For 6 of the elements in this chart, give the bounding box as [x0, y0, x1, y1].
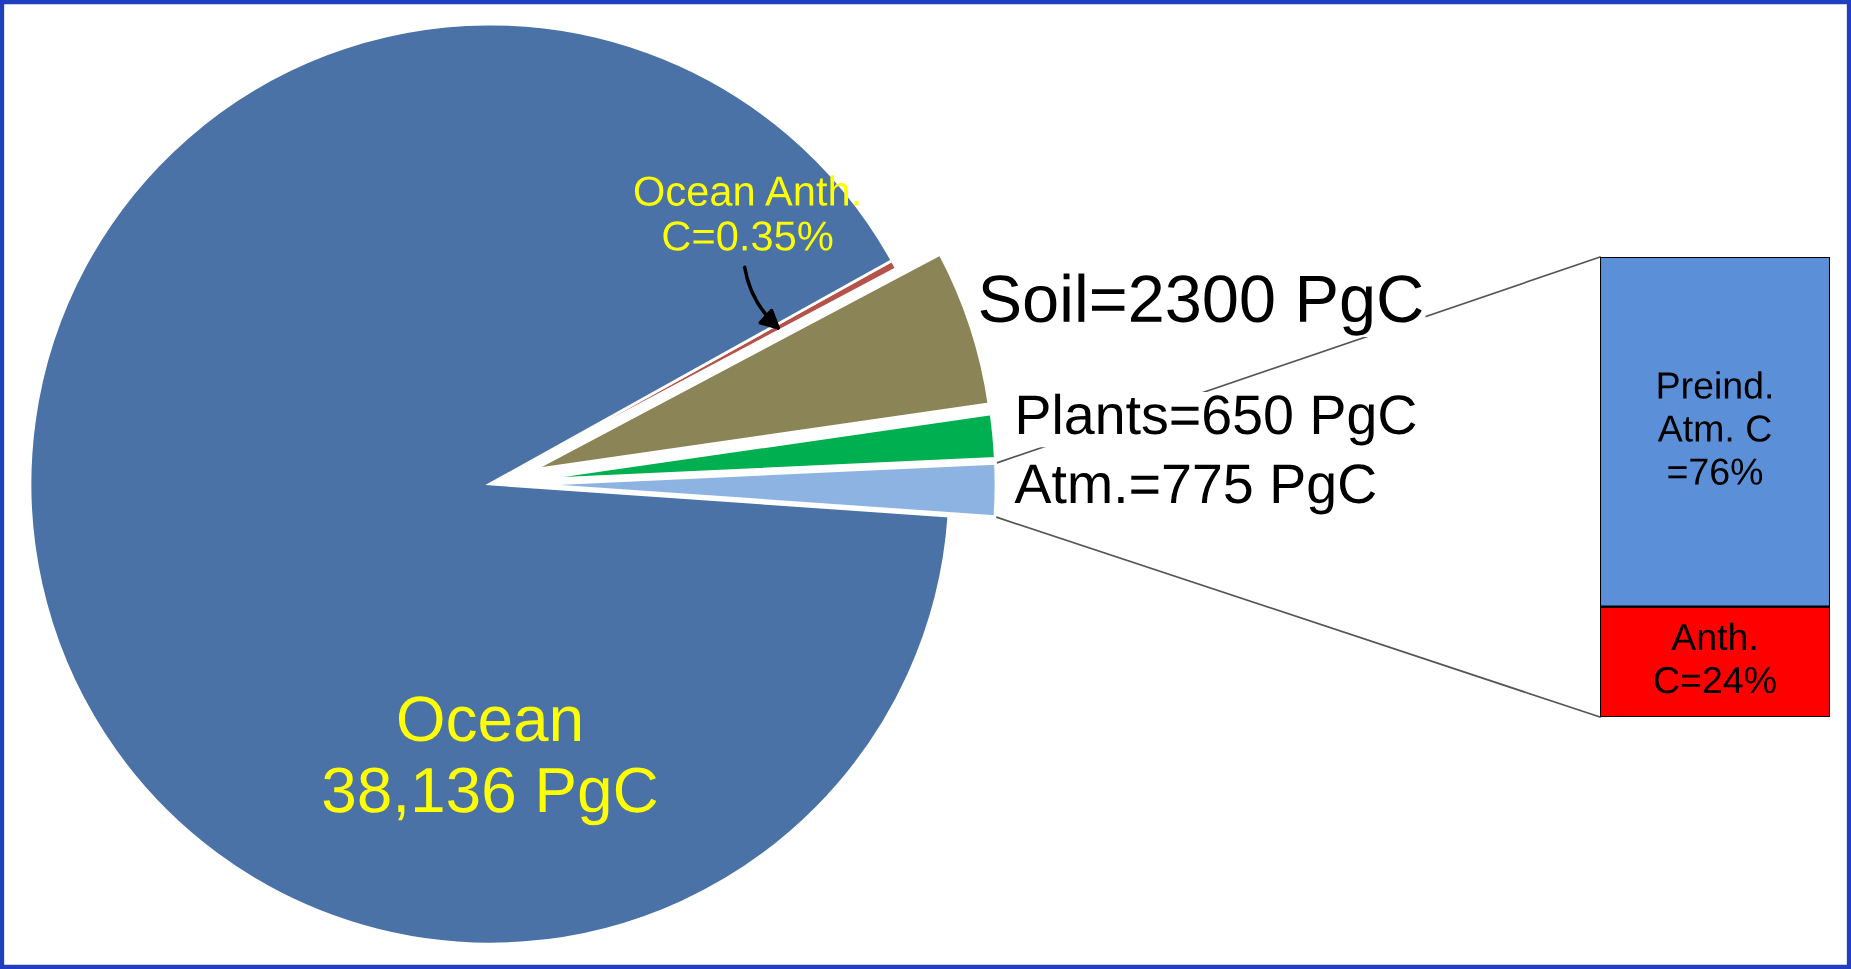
data-label: Preind. Atm. C =76% [1657, 371, 1771, 485]
slice-label: Plants=650 PgC [1018, 393, 1416, 446]
slice-label: Atm.=775 PgC [1014, 464, 1376, 515]
slice-label: Ocean 38,136 PgC [323, 696, 657, 826]
data-label: Anth. C=24% [1654, 622, 1776, 694]
slice-label: Soil=2300 PgC [980, 273, 1422, 336]
